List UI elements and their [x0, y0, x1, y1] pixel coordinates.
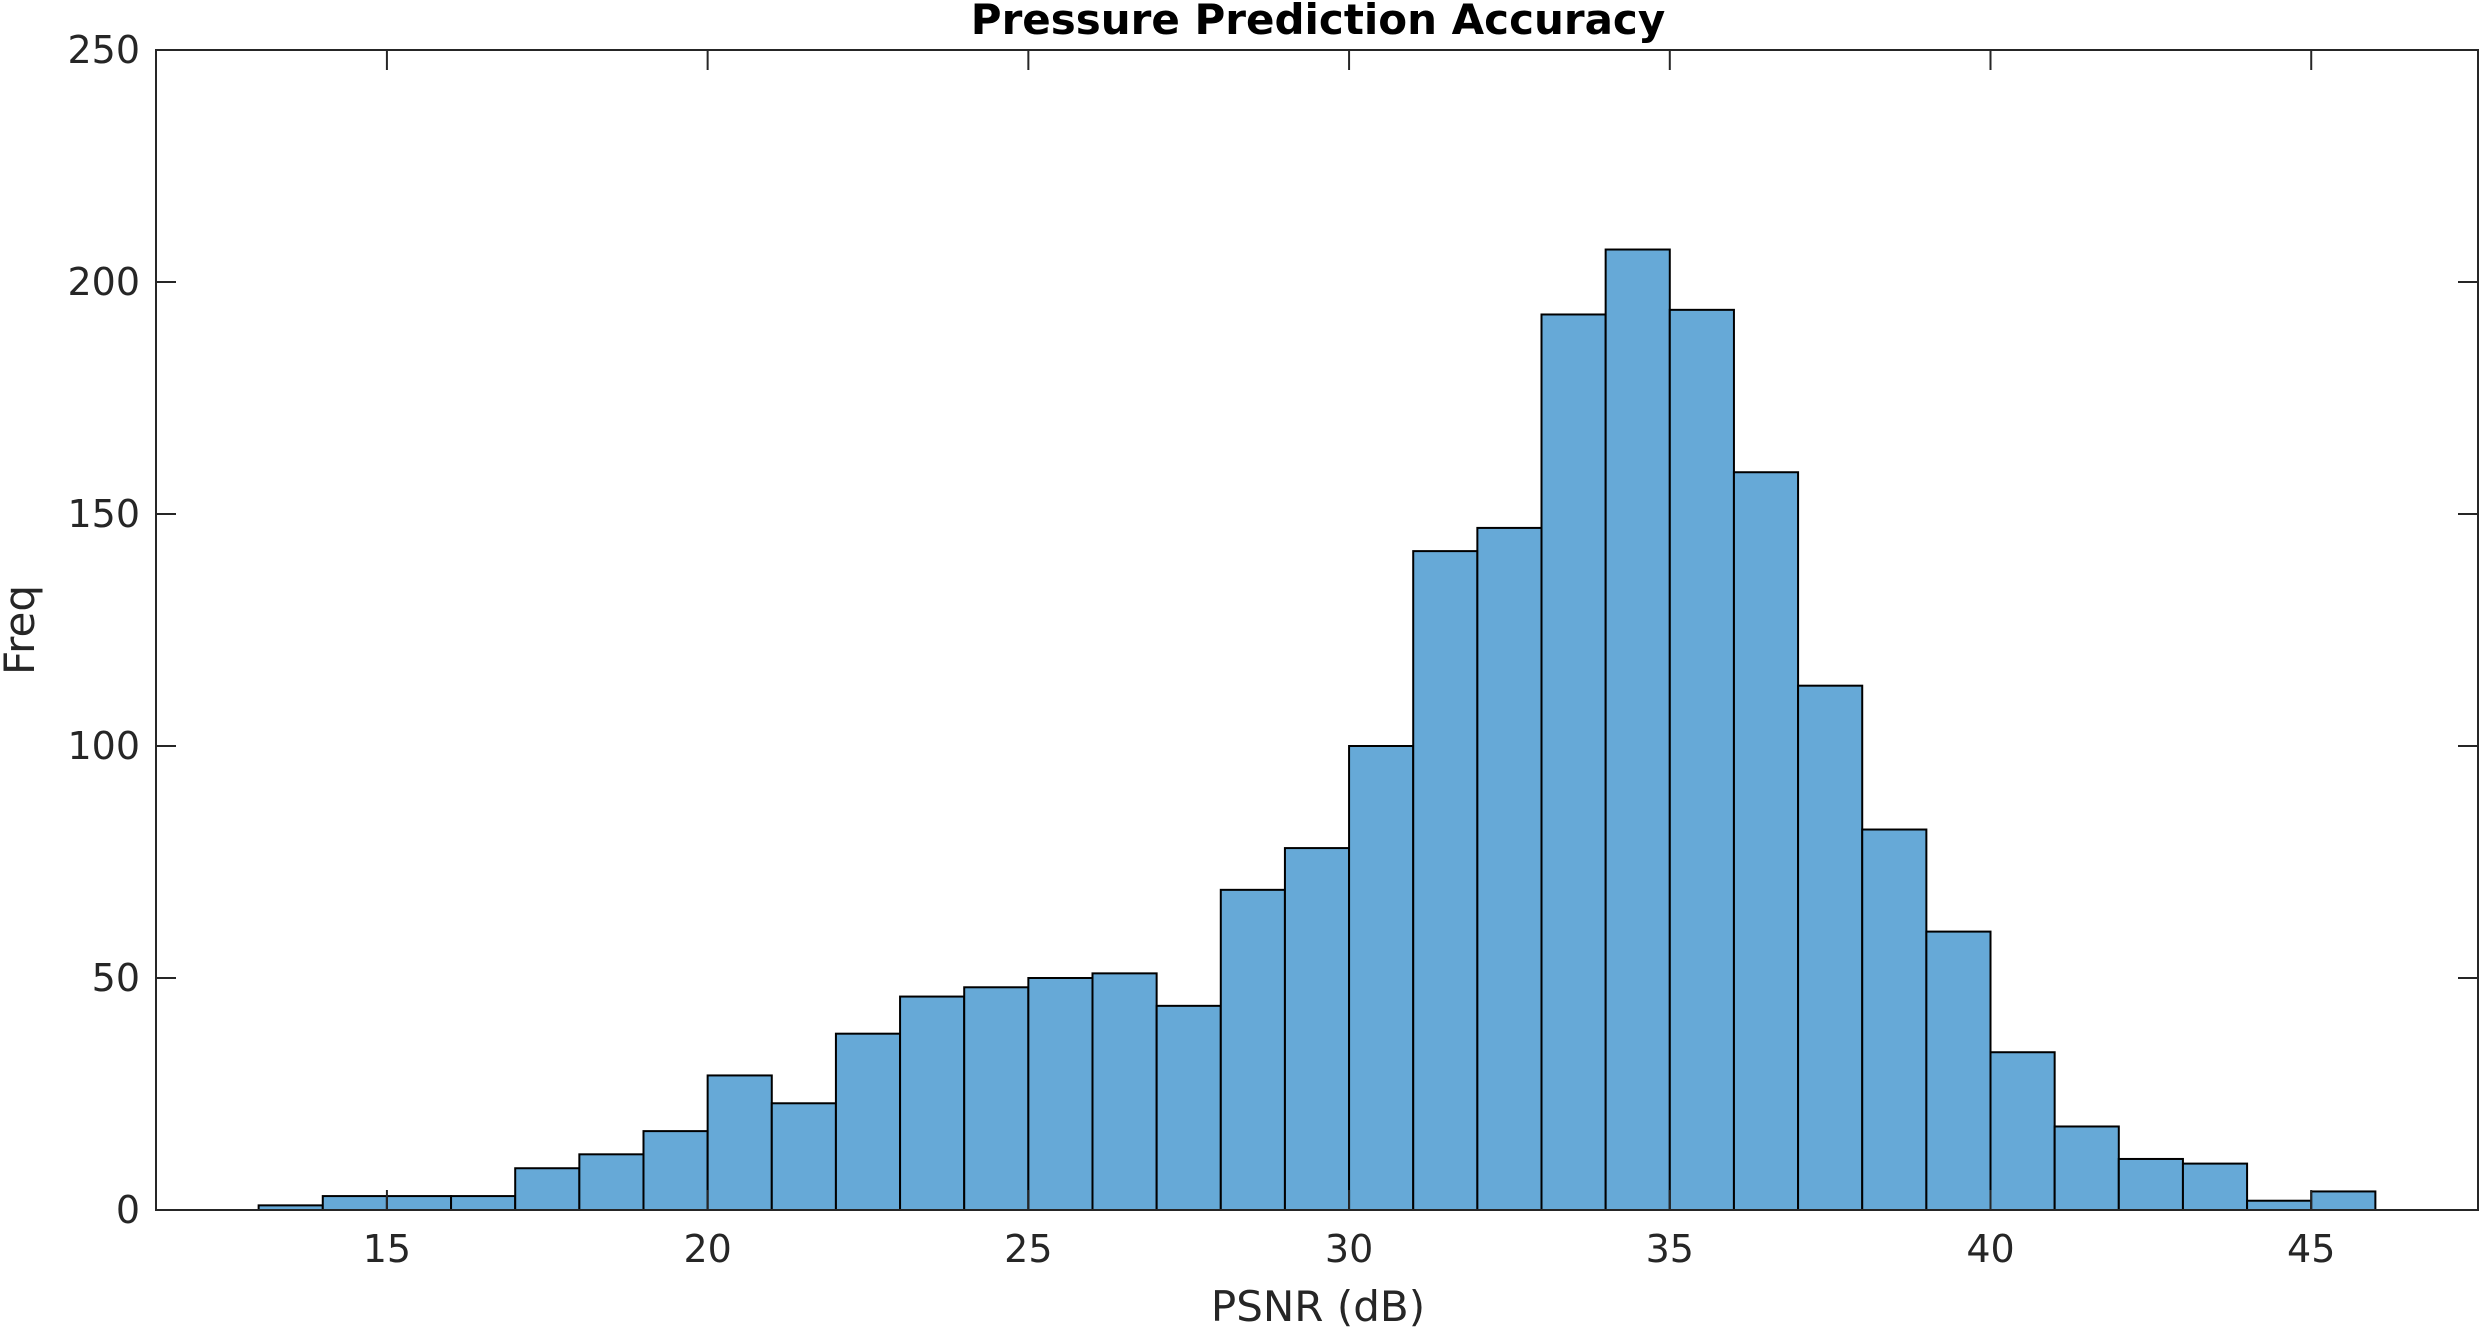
histogram-bar [642, 1130, 709, 1211]
histogram-bar [1989, 1051, 2056, 1211]
histogram-bar [1348, 745, 1415, 1211]
x-tick-label: 30 [1325, 1227, 1373, 1271]
histogram-bar [963, 986, 1030, 1212]
histogram-bar [1604, 248, 1671, 1211]
histogram-bar [1027, 977, 1094, 1211]
y-axis-label: Freq [0, 585, 44, 675]
histogram-bar [899, 995, 966, 1211]
axes-box [155, 49, 2479, 1211]
y-tick-label: 100 [67, 724, 140, 768]
histogram-bar [706, 1074, 773, 1211]
histogram-bar [1861, 828, 1928, 1212]
histogram-bar [1732, 471, 1800, 1211]
histogram-bar [2053, 1125, 2120, 1211]
y-tick-label: 250 [67, 28, 140, 72]
x-axis-label: PSNR (dB) [1211, 1282, 1425, 1329]
x-tick-label: 20 [683, 1227, 731, 1271]
histogram-bar [1797, 684, 1864, 1211]
x-tick-label: 35 [1646, 1227, 1694, 1271]
histogram-bar [834, 1032, 902, 1212]
y-tick-label: 50 [92, 956, 140, 1000]
histogram-bar [1412, 550, 1479, 1211]
histogram-bar [1219, 888, 1286, 1212]
histogram-bar [450, 1195, 517, 1211]
y-tick-label: 150 [67, 492, 140, 536]
x-tick-label: 15 [363, 1227, 411, 1271]
histogram-bar [578, 1153, 645, 1211]
tick-labels-group: 15 20 25 30 35 40 45 0 50 100 150 200 250 [67, 28, 2335, 1271]
ticks-group [156, 49, 2478, 1211]
histogram-bar [1283, 847, 1351, 1212]
histogram-bar [2181, 1162, 2249, 1211]
chart-title: Pressure Prediction Accuracy [971, 0, 1665, 44]
x-tick-label: 25 [1004, 1227, 1052, 1271]
histogram-bar [1668, 308, 1735, 1211]
histogram-bar [1925, 930, 1992, 1211]
histogram-bar [385, 1195, 453, 1211]
histogram-bar [1091, 972, 1158, 1211]
x-tick-label: 40 [1966, 1227, 2014, 1271]
histogram-bar [770, 1102, 837, 1212]
histogram-bar [1476, 526, 1543, 1211]
histogram-bar [2117, 1157, 2184, 1211]
x-tick-label: 45 [2287, 1227, 2335, 1271]
y-tick-label: 0 [116, 1188, 140, 1232]
bars-group [257, 248, 2377, 1212]
histogram-bar [1540, 313, 1607, 1212]
histogram-bar [1155, 1004, 1222, 1212]
histogram-bar [2310, 1190, 2377, 1211]
histogram-bar [321, 1195, 388, 1211]
histogram-bar [2246, 1199, 2313, 1211]
y-tick-label: 200 [67, 260, 140, 304]
histogram-bar [514, 1167, 581, 1211]
